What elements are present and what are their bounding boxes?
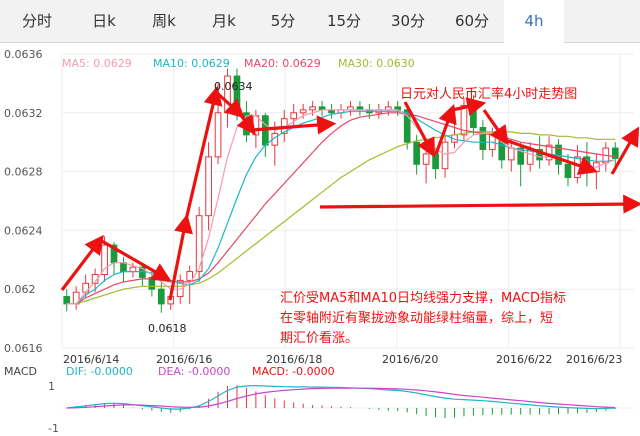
x-date-label: 2016/6/23	[566, 353, 622, 366]
candle-body	[432, 153, 439, 170]
ma-legend-item: MA30: 0.0630	[338, 57, 415, 70]
macd-tick-label: -1	[48, 422, 59, 435]
ma-legend-item: MA20: 0.0629	[244, 57, 321, 70]
analysis-commentary: 期汇价看涨。	[280, 330, 358, 346]
candle-body	[101, 244, 108, 276]
candle-body	[195, 215, 203, 273]
tab-30min[interactable]: 30分	[390, 12, 426, 30]
trend-arrow	[60, 234, 104, 291]
tab-60min[interactable]: 60分	[454, 12, 490, 30]
tab-15min[interactable]: 15分	[326, 12, 362, 30]
macd-dif-legend: DIF: -0.0000	[66, 365, 133, 378]
price-grid	[61, 53, 634, 349]
timeframe-tabbar: 分时 日k 周k 月k 5分 15分 30分 60分 4h	[0, 0, 640, 44]
y-tick-label: 0.0624	[4, 224, 43, 237]
candle-body	[214, 112, 222, 158]
candle-body	[536, 149, 543, 161]
candle-body	[611, 147, 619, 159]
candle-body	[290, 112, 298, 120]
candle-body	[470, 104, 477, 128]
trend-arrow	[251, 115, 337, 135]
macd-panel: MACD DIF: -0.0000 DEA: -0.0000 MACD: -0.000…	[4, 365, 634, 435]
tab-4h[interactable]: 4h	[504, 0, 564, 44]
high-price-label: 0.0634	[214, 80, 253, 93]
trend-arrows	[60, 85, 640, 301]
macd-legend-title: MACD	[4, 365, 37, 378]
y-tick-label: 0.062	[4, 283, 36, 296]
trend-arrow	[504, 138, 599, 175]
x-date-label: 2016/6/18	[266, 353, 322, 366]
trend-arrow	[610, 126, 640, 175]
y-tick-label: 0.0616	[4, 342, 43, 355]
candle-body	[129, 266, 137, 273]
y-tick-label: 0.0628	[4, 166, 43, 179]
x-date-label: 2016/6/16	[156, 353, 212, 366]
analysis-commentary: 在零轴附近有聚拢迹象动能绿柱缩量，综上，短	[280, 310, 553, 326]
macd-value-legend: MACD: -0.0000	[252, 365, 335, 378]
ma-legend-item: MA5: 0.0629	[62, 57, 132, 70]
y-tick-label: 0.0636	[4, 48, 43, 61]
low-price-label: 0.0618	[148, 322, 187, 335]
candle-body	[186, 271, 194, 281]
trend-arrow	[451, 97, 487, 117]
tab-5min[interactable]: 5分	[270, 12, 296, 30]
macd-dea-legend: DEA: -0.0000	[158, 365, 230, 378]
trend-arrow	[214, 90, 245, 119]
candle-body	[120, 262, 127, 273]
tab-monthly-k[interactable]: 月k	[212, 12, 236, 30]
price-y-ticks: 0.0636 0.0632 0.0628 0.0624 0.062 0.0616	[4, 48, 43, 355]
candle-body	[157, 288, 165, 305]
candle-body	[176, 279, 184, 298]
date-labels: 2016/6/14 2016/6/16 2016/6/18 2016/6/20 2016…	[63, 353, 622, 366]
candle-body	[403, 109, 411, 143]
trend-arrow	[319, 194, 640, 214]
tab-weekly-k[interactable]: 周k	[152, 12, 176, 30]
trend-arrow	[434, 103, 457, 155]
y-tick-label: 0.0632	[4, 107, 43, 120]
candle-body	[413, 141, 420, 165]
chart-annotation-title: 日元对人民币汇率4小时走势图	[400, 86, 577, 102]
candle-body	[517, 147, 525, 165]
candle-body	[460, 104, 468, 136]
candle-body	[507, 147, 515, 161]
trend-arrow	[184, 85, 223, 221]
macd-tick-label: 1	[48, 380, 55, 393]
candle-body	[299, 109, 307, 114]
macd-dea-line	[66, 387, 616, 409]
trend-arrow	[99, 238, 172, 282]
chart-area: 0.0636 0.0632 0.0628 0.0624 0.062 0.0616 MA5:…	[4, 48, 640, 435]
x-date-label: 2016/6/20	[382, 353, 438, 366]
x-date-label: 2016/6/22	[496, 353, 552, 366]
trend-arrow	[168, 213, 193, 301]
macd-dif-line	[66, 384, 616, 410]
candle-body	[422, 153, 430, 165]
ma-legend-item: MA10: 0.0629	[153, 57, 230, 70]
x-date-label: 2016/6/14	[63, 353, 119, 366]
candle-body	[309, 106, 316, 111]
analysis-commentary: 汇价受MA5和MA10日均线强力支撑，MACD指标	[280, 291, 566, 306]
trend-arrow	[482, 109, 509, 146]
ma30-line	[66, 131, 616, 305]
candle-body	[63, 296, 71, 305]
candle-body	[441, 141, 449, 170]
tab-fenshi[interactable]: 分时	[21, 12, 52, 30]
candle-body	[479, 127, 487, 151]
candle-body	[545, 144, 553, 161]
candle-body	[252, 115, 260, 136]
ma-legend: MA5: 0.0629 MA10: 0.0629 MA20: 0.0629 MA30:…	[62, 57, 415, 70]
tab-daily-k[interactable]: 日k	[92, 12, 116, 30]
candlesticks	[63, 68, 619, 313]
candle-body	[205, 156, 212, 217]
annotations: 日元对人民币汇率4小时走势图汇价受MA5和MA10日均线强力支撑，MACD指标在…	[148, 80, 577, 346]
candle-body	[82, 282, 89, 293]
trend-arrow	[403, 101, 436, 158]
trend-arrow	[236, 113, 256, 136]
candle-body	[564, 163, 572, 178]
